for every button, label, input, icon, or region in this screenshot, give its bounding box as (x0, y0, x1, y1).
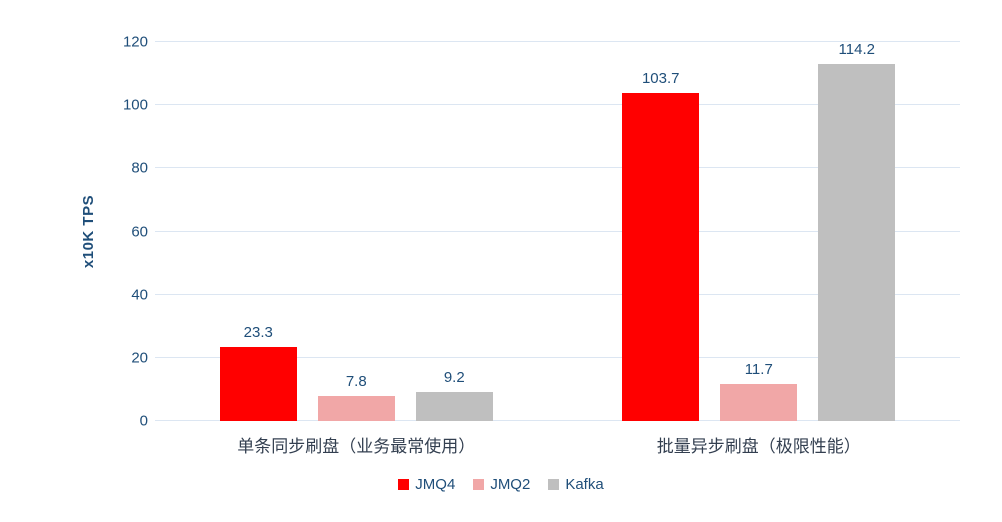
bar-jmq2: 11.7 (720, 42, 798, 421)
bar-group: 23.3 7.8 9.2 (155, 42, 558, 421)
x-axis-labels: 单条同步刷盘（业务最常使用） 批量异步刷盘（极限性能） (155, 432, 960, 457)
bar-kafka: 9.2 (415, 42, 493, 421)
bar-kafka: 114.2 (818, 41, 896, 421)
gridline (155, 104, 960, 106)
legend-item-kafka: Kafka (548, 476, 604, 493)
legend-swatch-jmq2 (473, 479, 485, 490)
bar-rect-kafka (818, 64, 896, 421)
bar-jmq2: 7.8 (317, 42, 395, 421)
legend-label-kafka: Kafka (565, 476, 604, 493)
bar-rect-jmq4 (622, 93, 700, 421)
legend: JMQ4 JMQ2 Kafka (0, 476, 1002, 493)
legend-swatch-kafka (548, 479, 560, 490)
legend-label-jmq2: JMQ2 (490, 476, 531, 493)
y-axis-tick-label: 120 (122, 33, 148, 51)
y-axis-title-text: x10K TPS (80, 194, 98, 269)
y-axis-tick-label: 80 (131, 159, 148, 177)
legend-item-jmq4: JMQ4 (398, 476, 455, 493)
bar-rect-kafka (415, 391, 493, 421)
bar-rect-jmq2 (720, 384, 798, 421)
bar-value-label: 103.7 (641, 70, 680, 88)
legend-swatch-jmq4 (398, 479, 410, 490)
y-axis-tick-label: 100 (122, 96, 148, 114)
bar-value-label: 23.3 (243, 324, 273, 342)
y-axis-tick-label: 0 (139, 412, 148, 430)
y-axis-tick-label: 20 (131, 349, 148, 367)
category-label-1: 单条同步刷盘（业务最常使用） (237, 437, 476, 456)
legend-label-jmq4: JMQ4 (415, 476, 456, 493)
gridline (155, 293, 960, 295)
bar-rect-jmq4 (219, 347, 297, 421)
y-axis-tick-label: 60 (131, 223, 148, 240)
gridline (155, 420, 960, 421)
y-axis-tick-label: 40 (131, 286, 148, 304)
bar-jmq4: 103.7 (622, 42, 700, 421)
gridline (155, 356, 960, 358)
legend-item-jmq2: JMQ2 (473, 476, 530, 493)
y-axis-ticks: 0 20 40 60 80 100 120 (100, 35, 148, 429)
bar-value-label: 7.8 (345, 373, 367, 391)
bar-value-label: 114.2 (838, 41, 875, 58)
bar-value-label: 11.7 (744, 361, 773, 379)
bar-value-label: 9.2 (443, 368, 465, 386)
category-label-2: 批量异步刷盘（极限性能） (656, 437, 861, 456)
bar-groups: 23.3 7.8 9.2 103.7 11.7 114.2 (155, 42, 960, 421)
bar-group: 103.7 11.7 114.2 (558, 42, 961, 421)
bar-jmq4: 23.3 (219, 42, 297, 421)
bar-rect-jmq2 (317, 396, 395, 421)
gridline (155, 41, 960, 42)
gridlines (155, 41, 960, 421)
gridline (155, 230, 960, 232)
plot-area: 23.3 7.8 9.2 103.7 11.7 114.2 (155, 41, 960, 421)
gridline (155, 167, 960, 169)
